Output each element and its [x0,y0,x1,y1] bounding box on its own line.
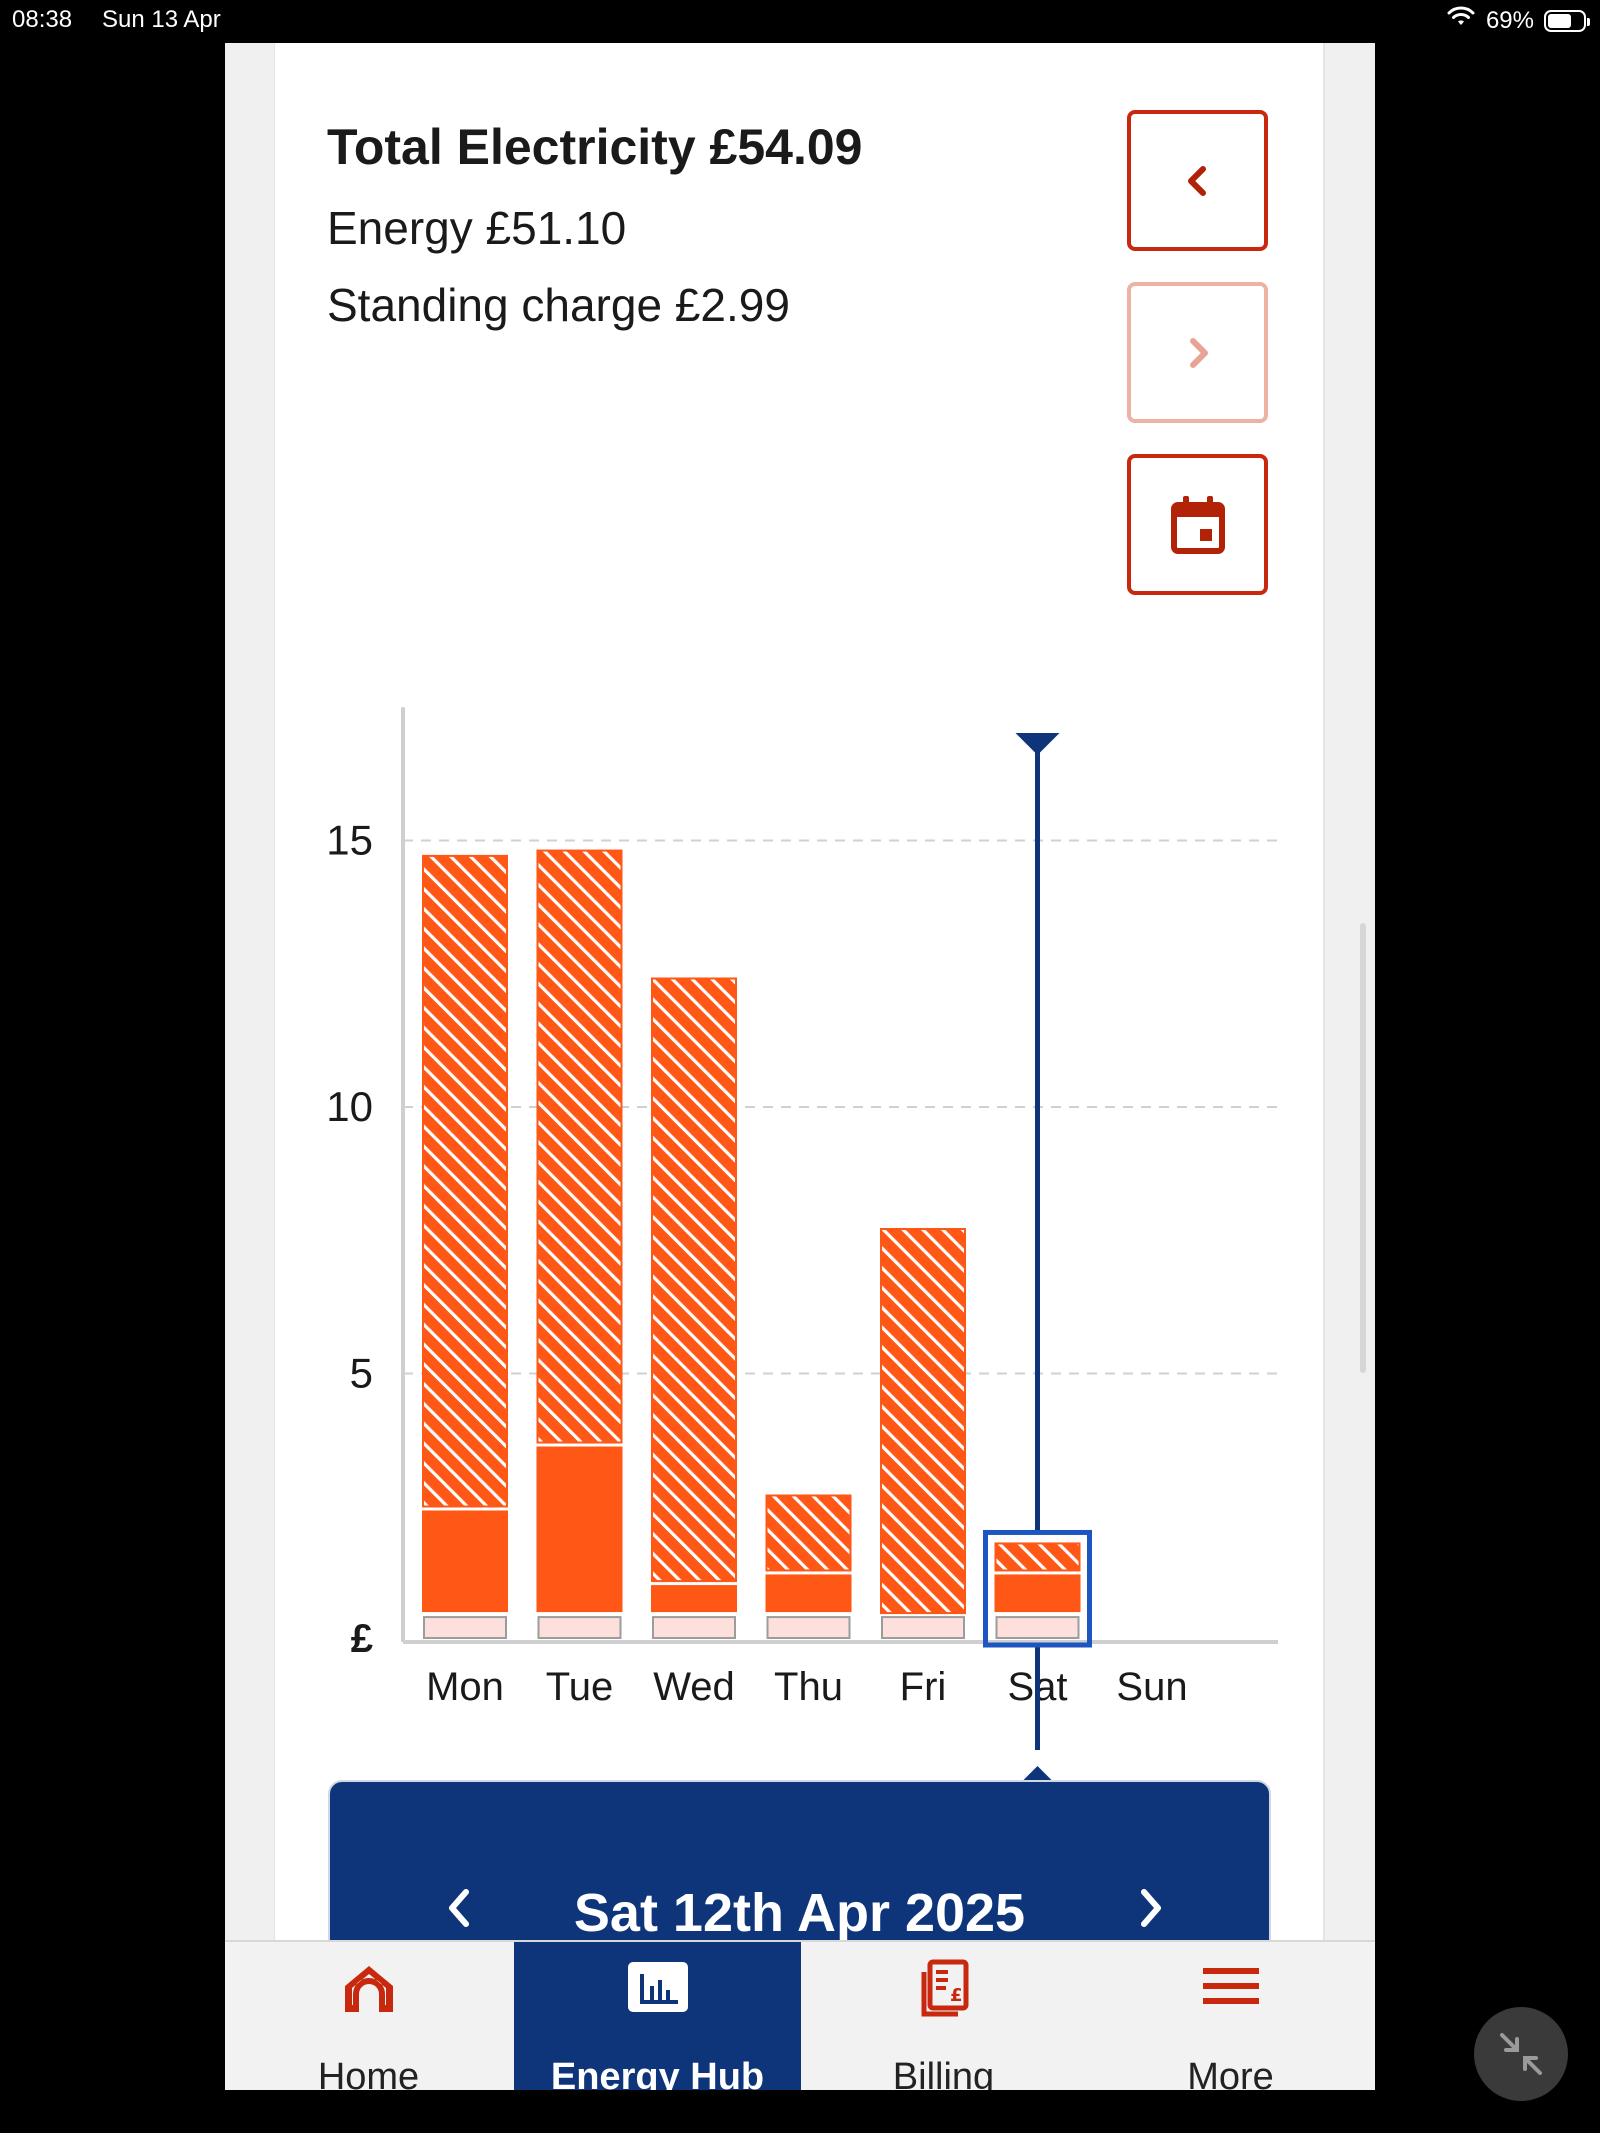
bar-energy-solid [536,1446,623,1613]
x-tick-label: Wed [653,1665,735,1709]
menu-icon [1202,1968,1259,2004]
x-tick-label: Fri [900,1665,947,1709]
bar-standing-charge [766,1616,851,1639]
previous-day-button[interactable] [430,1878,490,1938]
bill-icon: £ [921,1959,968,2017]
bar-energy-solid [765,1574,852,1613]
bar-energy-solid [994,1574,1081,1613]
calendar-button[interactable] [1127,454,1268,595]
wifi-icon [1446,5,1476,36]
marker-top-arrow [1015,733,1060,755]
bar-energy-hatched [536,849,623,1444]
battery-icon [1544,9,1590,32]
bar-standing-charge [995,1616,1080,1639]
bar-energy-solid [422,1510,508,1613]
minimize-arrows-icon [1500,2033,1542,2075]
tab-billing[interactable]: £ Billing [800,1942,1087,2090]
scrollbar[interactable] [1360,923,1366,1373]
chevron-left-icon [449,1889,469,1927]
y-tick-label: 10 [326,1083,373,1130]
energy-cost: Energy £51.10 [327,202,627,254]
chevron-right-icon [1189,337,1208,368]
tab-label: Home [317,2056,420,2090]
x-tick-label: Sun [1116,1665,1187,1709]
minimize-button[interactable] [1474,2007,1568,2101]
bar-standing-charge [537,1616,622,1639]
status-bar: 08:38 Sun 13 Apr 69% [0,0,1600,40]
tab-energy-hub[interactable]: Energy Hub [514,1942,801,2090]
chart-bars [422,849,1081,1639]
x-tick-label: Thu [774,1665,843,1709]
previous-week-button[interactable] [1127,110,1268,251]
y-tick-label: 15 [326,817,373,864]
chevron-right-icon [1141,1889,1161,1927]
tab-label: Energy Hub [550,2056,765,2090]
bar-standing-charge [652,1616,736,1639]
chart-grid [403,839,1278,1375]
bar-energy-hatched [422,854,508,1508]
bar-standing-charge [881,1616,965,1639]
calendar-icon [1170,495,1225,554]
status-date: Sun 13 Apr [102,6,221,33]
bar-energy-hatched [994,1542,1081,1572]
bar-energy-solid [651,1585,737,1613]
total-electricity: Total Electricity £54.09 [327,119,863,175]
bar-energy-hatched [880,1227,966,1615]
svg-text:£: £ [950,1985,963,2006]
energy-page: Total Electricity £54.09 Energy £51.10 S… [275,43,1323,1941]
x-tick-label: Tue [546,1665,613,1709]
x-tick-label: Mon [426,1665,504,1709]
selected-bar-frame [983,1529,1092,1648]
bar-standing-charge [423,1616,507,1639]
y-unit-label: £ [351,1617,373,1661]
standing-charge: Standing charge £2.99 [327,279,790,331]
chevron-left-icon [1187,165,1206,196]
status-time: 08:38 [12,6,73,33]
tab-label: More [1187,2056,1274,2090]
x-axis-labels: Mon Tue Wed Thu Fri Sat Sun [426,1665,1187,1709]
tab-bar: Home Energy Hub [225,1940,1375,2090]
y-tick-label: 5 [350,1350,373,1397]
home-icon [344,1966,393,2012]
bar-energy-hatched [651,977,737,1583]
next-day-button[interactable] [1120,1878,1180,1938]
divider [1323,43,1325,1941]
next-week-button[interactable] [1127,282,1268,423]
y-axis: 15 10 5 £ [326,707,1278,1661]
app-window: Total Electricity £54.09 Energy £51.10 S… [225,43,1375,2090]
tab-more[interactable]: More [1087,1942,1374,2090]
bar-energy-hatched [765,1494,852,1572]
date-selector: Sat 12th Apr 2025 [328,1780,1271,1941]
status-right: 69% [1446,5,1590,36]
selected-date: Sat 12th Apr 2025 [573,1883,1026,1941]
bar-chart-icon [627,1962,688,2012]
battery-percent: 69% [1485,6,1534,34]
tab-home[interactable]: Home [225,1942,512,2090]
tab-label: Billing [892,2056,995,2090]
